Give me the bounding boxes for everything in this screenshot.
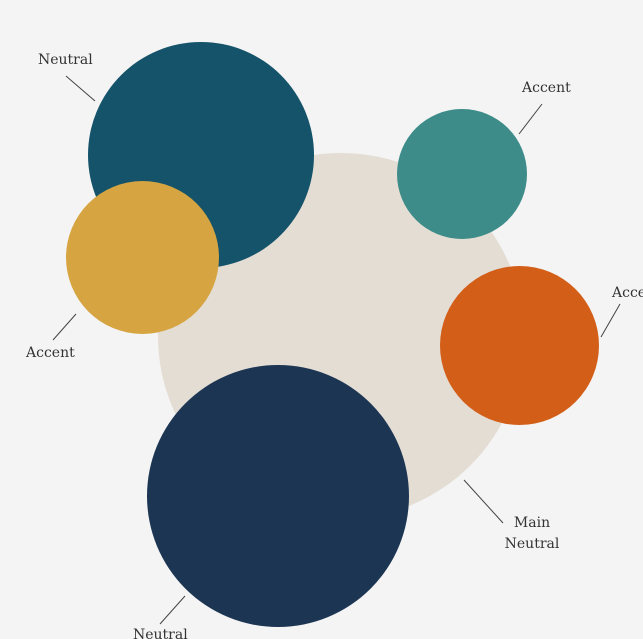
- label-main-neutral: Main Neutral: [504, 513, 560, 555]
- label-accent-right: Accent: [612, 285, 643, 301]
- leader-neutral-top: [65, 75, 96, 102]
- label-main-neutral-line2: Neutral: [504, 536, 560, 552]
- label-main-neutral-line1: Main: [513, 515, 551, 531]
- leader-accent-left: [52, 313, 77, 341]
- leader-neutral-bottom: [159, 595, 186, 625]
- circle-accent-teal: [397, 109, 527, 239]
- label-accent-left: Accent: [26, 345, 75, 361]
- leader-accent-right: [600, 303, 621, 338]
- leader-accent-top-right: [518, 103, 543, 135]
- label-neutral-top: Neutral: [38, 52, 93, 68]
- label-accent-top-right: Accent: [522, 80, 571, 96]
- leader-main-neutral: [463, 479, 504, 524]
- label-neutral-bottom: Neutral: [133, 627, 188, 639]
- circle-accent-yellow: [66, 181, 219, 334]
- circle-accent-orange: [440, 266, 599, 425]
- circle-neutral-navy: [147, 365, 409, 627]
